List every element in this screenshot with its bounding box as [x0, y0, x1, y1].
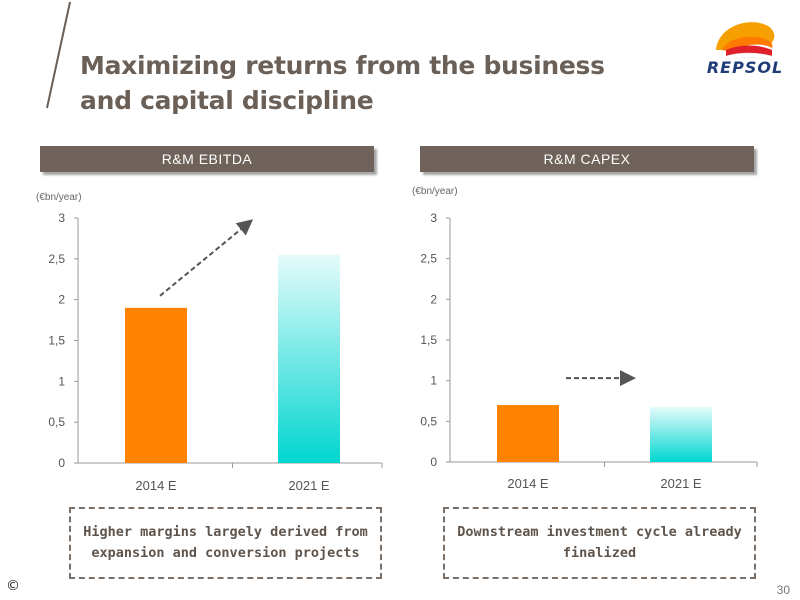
- ebitda-bar-2021: [278, 254, 340, 463]
- logo-wordmark: REPSOL: [706, 58, 784, 77]
- capex-category-label: 2014 E: [507, 476, 549, 491]
- ebitda-note-text: Higher margins largely derived from expa…: [83, 524, 368, 561]
- capex-y-tick-label: 2: [430, 292, 437, 306]
- ebitda-note-box: Higher margins largely derived from expa…: [69, 507, 382, 579]
- capex-y-tick-label: 3: [430, 211, 437, 225]
- ebitda-y-tick-label: 2,5: [48, 252, 65, 266]
- capex-y-tick-label: 2,5: [420, 252, 437, 266]
- capex-bar-2014: [497, 405, 559, 462]
- capex-y-tick-label: 0,5: [420, 414, 437, 428]
- capex-y-tick-label: 1: [430, 374, 437, 388]
- repsol-logo-icon: [716, 22, 775, 61]
- ebitda-chart: (€bn/year) 0 0,5 1 1,5 2 2,5 3 2014 E 2021 E: [36, 192, 383, 493]
- capex-note-box: Downstream investment cycle already fina…: [443, 507, 756, 579]
- capex-category-label: 2021 E: [660, 476, 702, 491]
- ebitda-y-tick-label: 2: [58, 293, 65, 307]
- ebitda-y-tick-label: 0,5: [48, 415, 65, 429]
- ebitda-y-tick-label: 3: [58, 211, 65, 225]
- capex-y-tick-label: 0: [430, 455, 437, 469]
- ebitda-y-tick-label: 1: [58, 374, 65, 388]
- capex-note-text: Downstream investment cycle already fina…: [457, 524, 742, 561]
- capex-unit-label: (€bn/year): [412, 186, 458, 197]
- page-number: 30: [776, 583, 790, 597]
- ebitda-chart-header: R&M EBITDA: [40, 146, 374, 172]
- page-title: Maximizing returns from the business and…: [80, 51, 605, 115]
- capex-chart: (€bn/year) 0 0,5 1 1,5 2 2,5 3 2014 E 2021 E: [412, 186, 758, 491]
- ebitda-bar-2014: [125, 307, 187, 463]
- ebitda-y-tick-label: 0: [58, 456, 65, 470]
- capex-chart-header: R&M CAPEX: [420, 146, 754, 172]
- ebitda-category-label: 2014 E: [135, 478, 177, 493]
- ebitda-trend-arrow: [159, 219, 254, 297]
- ebitda-y-tick-label: 1,5: [48, 334, 65, 348]
- copyright-mark: ©: [6, 578, 20, 594]
- ebitda-category-label: 2021 E: [288, 478, 330, 493]
- decorative-slash-line: [46, 1, 71, 109]
- capex-bar-2021: [650, 406, 712, 462]
- capex-y-tick-label: 1,5: [420, 333, 437, 347]
- ebitda-unit-label: (€bn/year): [36, 192, 82, 203]
